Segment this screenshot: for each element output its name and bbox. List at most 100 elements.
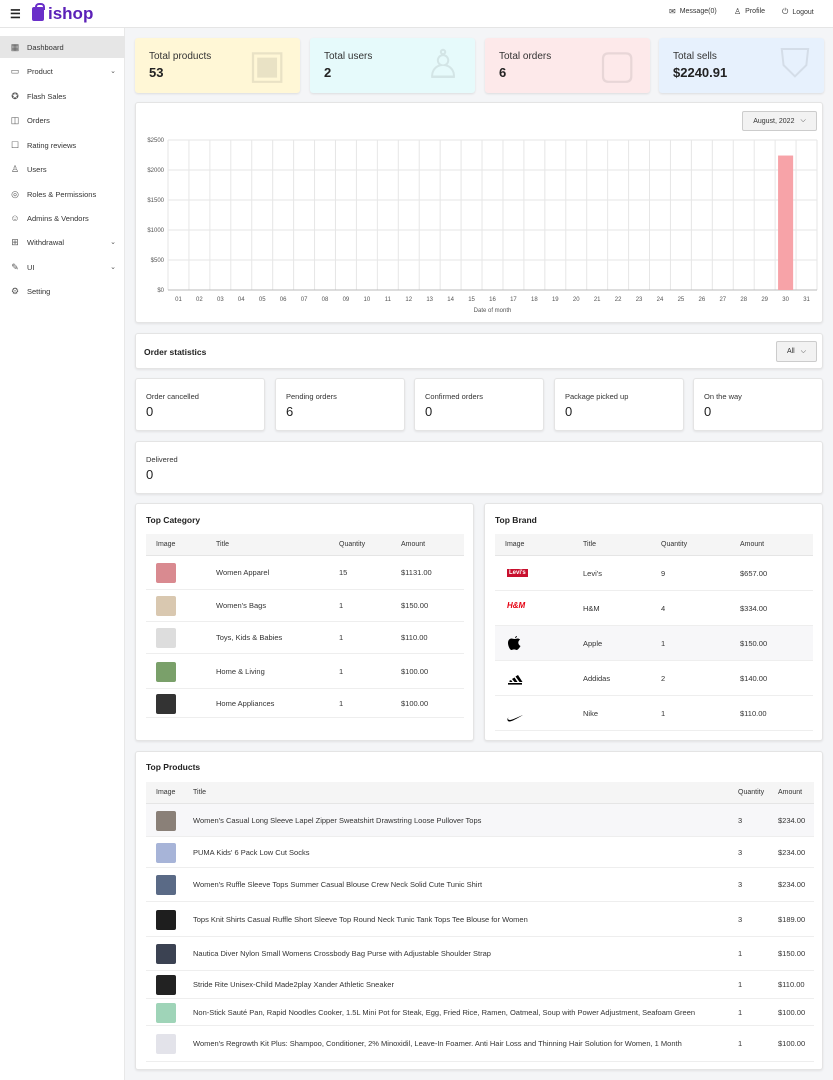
x-tick-label: 10: [364, 297, 371, 303]
y-tick-label: $500: [151, 258, 165, 264]
sidebar-item-ui[interactable]: ✎ UI ⌄: [0, 256, 125, 278]
sidebar-item-flash-sales[interactable]: ✪ Flash Sales: [0, 85, 125, 107]
row-quantity: 3: [738, 815, 743, 825]
column-header-title: Title: [216, 541, 229, 548]
order-stat-label: Package picked up: [565, 392, 629, 401]
logout-label: Logout: [792, 8, 814, 16]
sidebar-item-product[interactable]: ▭ Product ⌄: [0, 60, 125, 82]
message-link[interactable]: ✉ Message(0): [669, 7, 717, 16]
order-stat-value: 0: [704, 404, 712, 419]
order-stat-label: Order cancelled: [146, 392, 199, 401]
sidebar-item-label: Rating reviews: [27, 140, 77, 150]
column-header-image: Image: [505, 541, 525, 548]
sidebar-item-label: Product: [27, 66, 53, 76]
sidebar-item-dashboard[interactable]: ▦ Dashboard: [0, 36, 125, 58]
table-row[interactable]: Nautica Diver Nylon Small Womens Crossbo…: [146, 937, 814, 971]
order-filter-select[interactable]: All ⌵: [776, 341, 817, 362]
sidebar-item-withdrawal[interactable]: ⊞ Withdrawal ⌄: [0, 231, 125, 253]
row-title: Women's Regrowth Kit Plus: Shampoo, Cond…: [193, 1039, 682, 1048]
top-products-card: Top Products Image Title Quantity Amount Wom…: [135, 751, 823, 1070]
x-tick-label: 17: [510, 297, 517, 303]
logout-link[interactable]: ⏻ Logout: [782, 7, 814, 17]
stat-value: $2240.91: [673, 65, 728, 80]
column-header-title: Title: [193, 789, 206, 796]
x-tick-label: 13: [426, 297, 433, 303]
sidebar-item-admins-vendors[interactable]: ☺ Admins & Vendors: [0, 207, 125, 229]
x-tick-label: 15: [468, 297, 475, 303]
table-header: Image Title Quantity Amount: [495, 534, 813, 556]
profile-link[interactable]: ♙ Profile: [734, 7, 765, 16]
chevron-down-icon: ⌵: [800, 117, 806, 124]
order-stat-pending-orders: Pending orders 6: [275, 378, 405, 431]
x-tick-label: 30: [782, 297, 789, 303]
x-tick-label: 09: [343, 297, 350, 303]
sidebar-item-rating-reviews[interactable]: ☐ Rating reviews: [0, 134, 125, 156]
order-stat-confirmed-orders: Confirmed orders 0: [414, 378, 544, 431]
menu-toggle-icon[interactable]: ☰: [10, 7, 21, 21]
row-amount: $150.00: [778, 949, 806, 958]
x-tick-label: 25: [678, 297, 685, 303]
stat-card-total-sells: Total sells $2240.91 ⛉: [659, 38, 824, 93]
table-row[interactable]: Stride Rite Unisex-Child Made2play Xande…: [146, 971, 814, 999]
table-row[interactable]: Women's Ruffle Sleeve Tops Summer Casual…: [146, 868, 814, 902]
sidebar-item-label: Setting: [27, 286, 51, 296]
x-tick-label: 20: [573, 297, 580, 303]
bag-icon: ▢: [598, 43, 636, 87]
table-row[interactable]: Non-Stick Sauté Pan, Rapid Noodles Cooke…: [146, 999, 814, 1026]
row-title: Nike: [583, 708, 599, 718]
order-stat-package-picked-up: Package picked up 0: [554, 378, 684, 431]
stat-label: Total users: [324, 51, 373, 62]
row-title: Stride Rite Unisex-Child Made2play Xande…: [193, 980, 394, 989]
sidebar-item-orders[interactable]: ◫ Orders: [0, 109, 125, 131]
table-row[interactable]: Women Apparel 15 $1131.00: [146, 556, 464, 590]
table-row[interactable]: PUMA Kids' 6 Pack Low Cut Socks 3 $234.00: [146, 837, 814, 868]
stat-card-total-products: Total products 53 ▣: [135, 38, 300, 93]
sidebar-item-label: Admins & Vendors: [27, 213, 89, 223]
apple-logo: [508, 635, 521, 650]
order-statistics-card: Order statistics All ⌵: [135, 333, 823, 369]
table-row[interactable]: Women's Regrowth Kit Plus: Shampoo, Cond…: [146, 1026, 814, 1062]
row-title: PUMA Kids' 6 Pack Low Cut Socks: [193, 847, 310, 857]
row-title: Apple: [583, 638, 603, 648]
table-row[interactable]: Women's Casual Long Sleeve Lapel Zipper …: [146, 804, 814, 837]
table-row[interactable]: Apple 1 $150.00: [495, 626, 813, 661]
home-living-thumb: [156, 661, 176, 682]
month-select[interactable]: August, 2022 ⌵: [742, 111, 817, 131]
table-row[interactable]: Home Appliances 1 $100.00: [146, 689, 464, 718]
column-header-quantity: Quantity: [738, 789, 765, 796]
order-stat-value: 0: [146, 404, 154, 419]
row-amount: $110.00: [778, 980, 805, 989]
table-header: Image Title Quantity Amount: [146, 782, 814, 804]
row-quantity: 1: [339, 601, 344, 610]
row-amount: $334.00: [740, 603, 768, 613]
order-stat-order-cancelled: Order cancelled 0: [135, 378, 265, 431]
row-amount: $100.00: [401, 666, 429, 676]
brand-logo[interactable]: ishop: [32, 3, 94, 24]
row-title: H&M: [583, 603, 600, 613]
stat-card-total-orders: Total orders 6 ▢: [485, 38, 650, 93]
sidebar-item-users[interactable]: ♙ Users: [0, 158, 125, 180]
row-amount: $150.00: [401, 601, 429, 610]
withdrawal-icon: ⊞: [11, 236, 19, 247]
hm-logo: H&M: [507, 600, 526, 610]
row-amount: $100.00: [778, 1007, 806, 1017]
table-row[interactable]: Toys, Kids & Babies 1 $110.00: [146, 622, 464, 654]
row-amount: $140.00: [740, 673, 768, 683]
row-title: Women's Casual Long Sleeve Lapel Zipper …: [193, 815, 482, 825]
message-label: Message(0): [679, 8, 717, 15]
table-row[interactable]: Tops Knit Shirts Casual Ruffle Short Sle…: [146, 902, 814, 937]
user-icon: ♙: [10, 163, 20, 174]
table-row[interactable]: Home & Living 1 $100.00: [146, 654, 464, 689]
column-header-title: Title: [583, 541, 596, 548]
order-stat-delivered: Delivered 0: [135, 441, 823, 494]
table-row[interactable]: Nike 1 $110.00: [495, 696, 813, 731]
table-row[interactable]: Addidas 2 $140.00: [495, 661, 813, 696]
sales-chart-card: August, 2022 ⌵ $0 $500 $1000 $1500 $2000 $250…: [135, 102, 823, 323]
admins-icon: ☺: [10, 213, 20, 223]
table-row[interactable]: Levi's Levi's 9 $657.00: [495, 556, 813, 591]
brand-name: ishop: [48, 4, 94, 23]
table-row[interactable]: H&M H&M 4 $334.00: [495, 591, 813, 626]
sidebar-item-setting[interactable]: ⚙ Setting: [0, 280, 125, 302]
sidebar-item-roles-permissions[interactable]: ◎ Roles & Permissions: [0, 183, 125, 205]
table-row[interactable]: Women's Bags 1 $150.00: [146, 590, 464, 622]
